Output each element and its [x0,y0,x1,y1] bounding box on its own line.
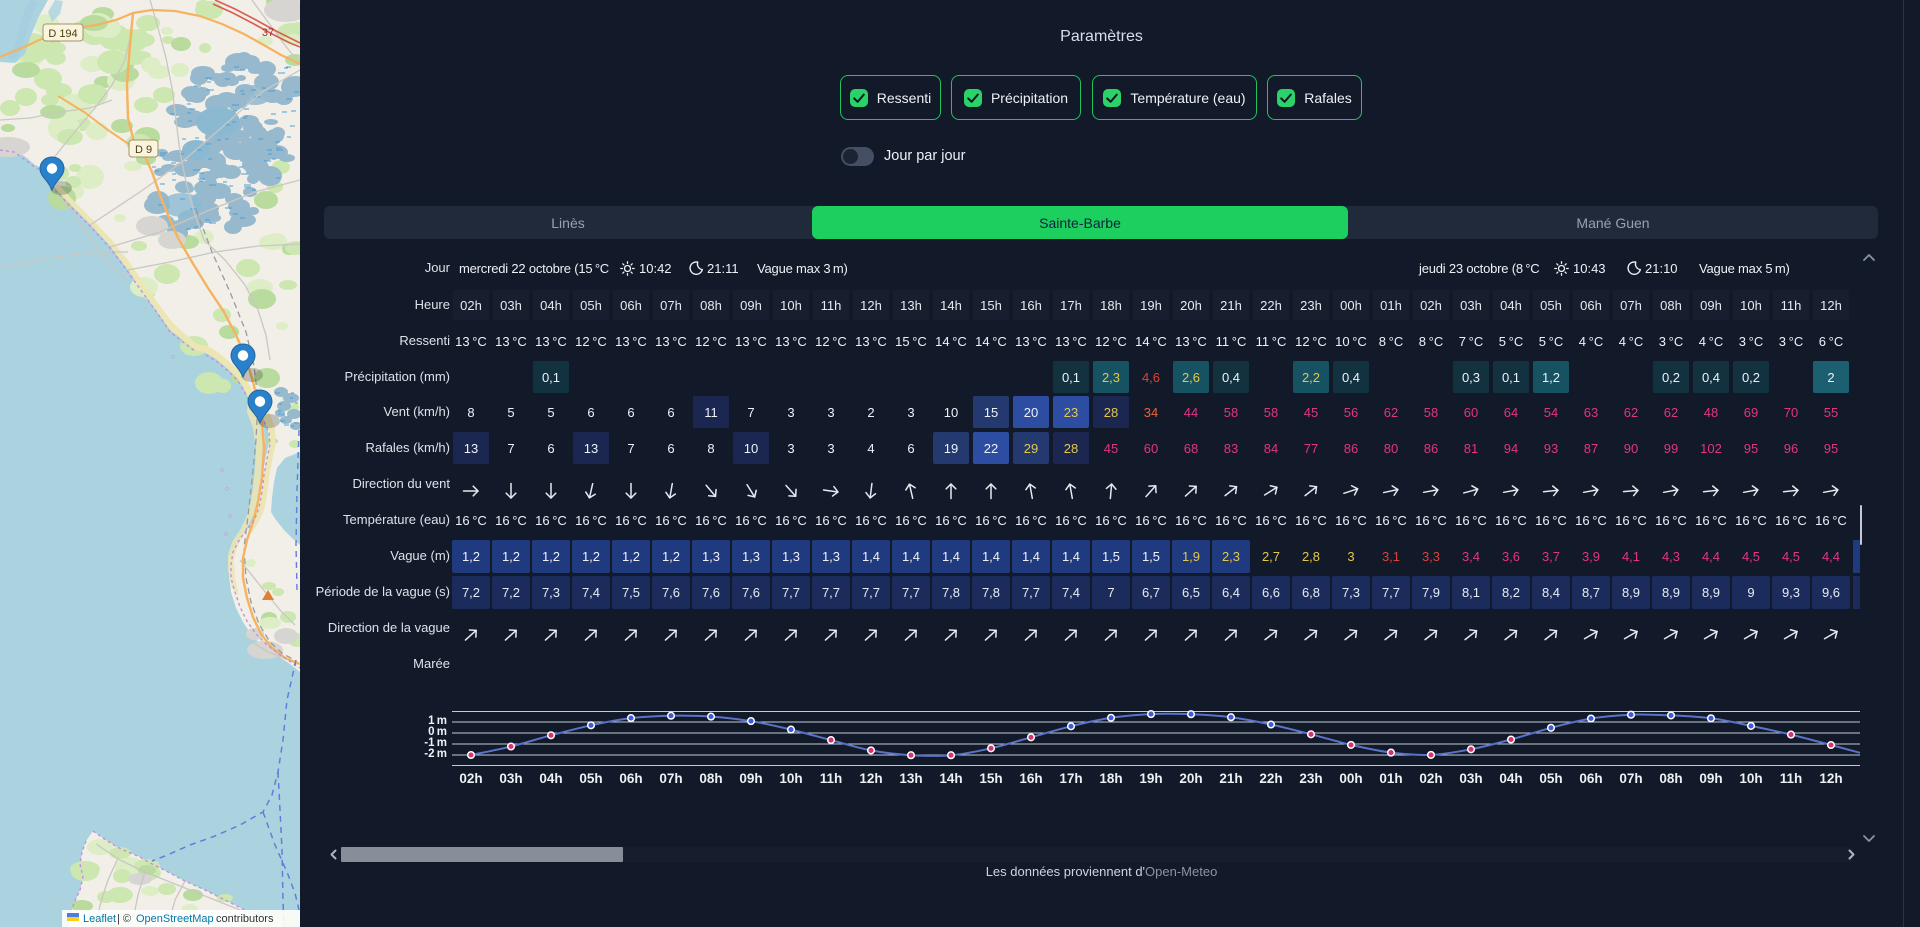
svg-text:37: 37 [262,27,274,39]
svg-text:| ©: | © [117,913,131,925]
svg-text:OpenStreetMap: OpenStreetMap [136,913,214,925]
svg-text:Leaflet: Leaflet [83,913,116,925]
svg-text:contributors: contributors [216,913,274,925]
svg-text:D 194: D 194 [48,28,77,40]
svg-text:D 9: D 9 [135,144,152,156]
